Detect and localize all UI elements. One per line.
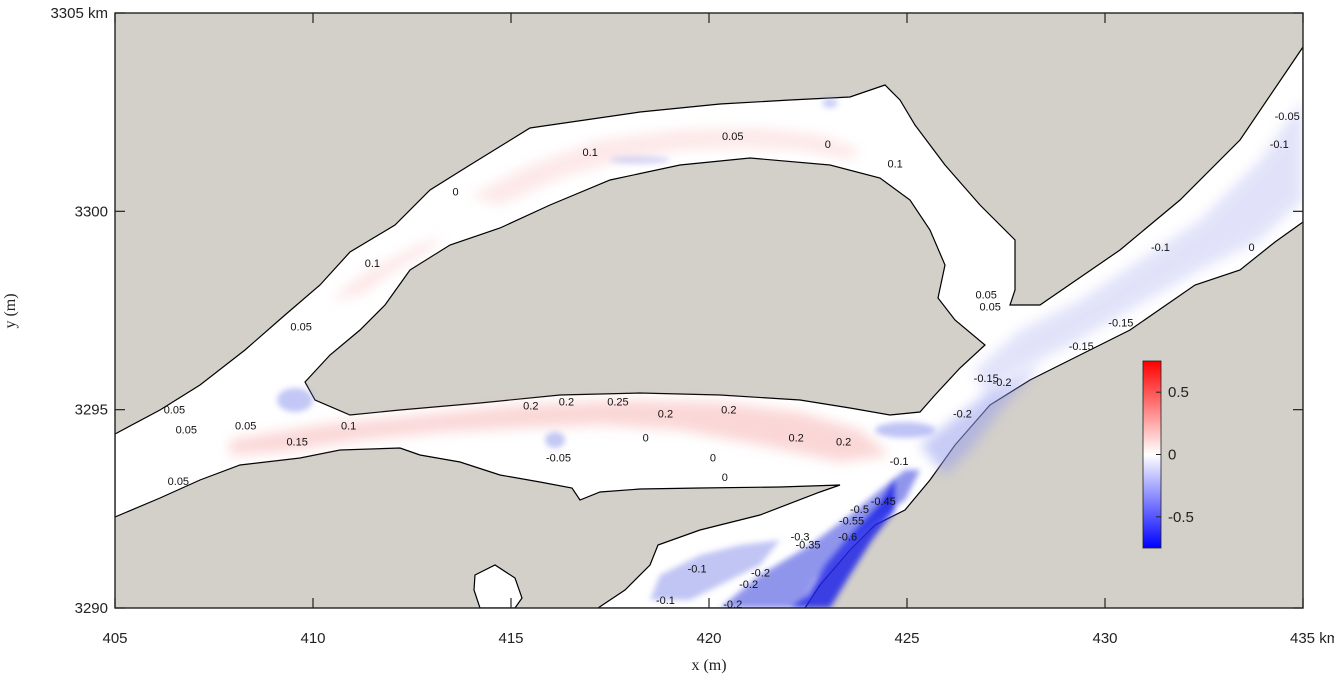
contour-label: 0 (722, 472, 728, 484)
y-tick-labels: 3290 3295 3300 3305 km (50, 5, 108, 617)
contour-label: -0.55 (839, 516, 864, 528)
contour-label: -0.5 (850, 504, 869, 516)
contour-label: -0.1 (656, 595, 675, 607)
colorbar-ticks: 0.5 0 -0.5 (1156, 384, 1194, 526)
y-tick-label: 3290 (75, 600, 108, 617)
x-tick-label: 425 (894, 630, 919, 647)
contour-label: -0.15 (974, 373, 999, 385)
contour-label: 0 (1248, 242, 1254, 254)
contour-label: -0.35 (795, 540, 820, 552)
contour-label: -0.1 (1151, 242, 1170, 254)
contour-label: -0.15 (1108, 317, 1133, 329)
y-axis-title: y (m) (2, 293, 19, 328)
contour-label: 0.2 (788, 432, 803, 444)
contour-label: -0.2 (739, 579, 758, 591)
contour-label: 0.1 (341, 421, 356, 433)
contour-label: 0.1 (583, 147, 598, 159)
contour-label: 0.2 (721, 405, 736, 417)
x-tick-label: 435 km (1290, 630, 1334, 647)
contour-label: -0.3 (791, 532, 810, 544)
x-tick-label: 415 (498, 630, 523, 647)
x-tick-label: 405 (102, 630, 127, 647)
contour-label: -0.2 (751, 567, 770, 579)
contour-label: 0.05 (235, 421, 256, 433)
velocity-shading (230, 98, 1303, 608)
contour-label: 0.1 (887, 159, 902, 171)
x-tick-label: 430 (1092, 630, 1117, 647)
contour-label: 0.05 (290, 321, 311, 333)
contour-label: -0.45 (871, 496, 896, 508)
contour-label: -0.1 (688, 563, 707, 575)
contour-label: -0.2 (993, 377, 1012, 389)
colorbar-tick-label: -0.5 (1168, 509, 1194, 526)
contour-label: 0.2 (559, 397, 574, 409)
contour-label: -0.15 (1069, 341, 1094, 353)
contour-label: -0.05 (1275, 111, 1300, 123)
contour-label: 0.05 (722, 131, 743, 143)
x-tick-label: 410 (300, 630, 325, 647)
contour-label: 0.2 (836, 436, 851, 448)
small-pond (473, 564, 523, 608)
x-tick-labels: 405 410 415 420 425 430 435 km (102, 630, 1334, 647)
contour-label: 0.05 (164, 405, 185, 417)
contour-label: 0.1 (365, 258, 380, 270)
contour-label: 0 (710, 452, 716, 464)
colorbar-tick-label: 0.5 (1168, 384, 1189, 401)
y-tick-label: 3295 (75, 402, 108, 419)
axis-ticks (114, 12, 1304, 609)
colorbar-tick-label: 0 (1168, 447, 1176, 464)
x-axis-title: x (m) (691, 657, 726, 674)
y-tick-label: 3300 (75, 203, 108, 220)
contour-label: 0.05 (975, 290, 996, 302)
contour-label: 0 (825, 139, 831, 151)
contour-label: -0.05 (546, 452, 571, 464)
colorbar: 0.5 0 -0.5 (1142, 360, 1194, 549)
contour-label: -0.2 (953, 409, 972, 421)
contour-label: -0.1 (890, 456, 909, 468)
contour-label: 0.05 (176, 425, 197, 437)
contour-label: 0.05 (168, 476, 189, 488)
contour-label: -0.6 (838, 532, 857, 544)
y-tick-label: 3305 km (50, 5, 108, 22)
contour-label: 0.15 (286, 436, 307, 448)
contour-label: 0.05 (979, 302, 1000, 314)
contour-label: -0.2 (723, 599, 742, 611)
contour-label: 0.25 (607, 397, 628, 409)
contour-label: 0.2 (523, 401, 538, 413)
contour-label: 0 (452, 187, 458, 199)
x-tick-label: 420 (696, 630, 721, 647)
contour-label: 0 (643, 432, 649, 444)
contour-label: 0.2 (658, 409, 673, 421)
contour-label: -0.1 (1270, 139, 1289, 151)
